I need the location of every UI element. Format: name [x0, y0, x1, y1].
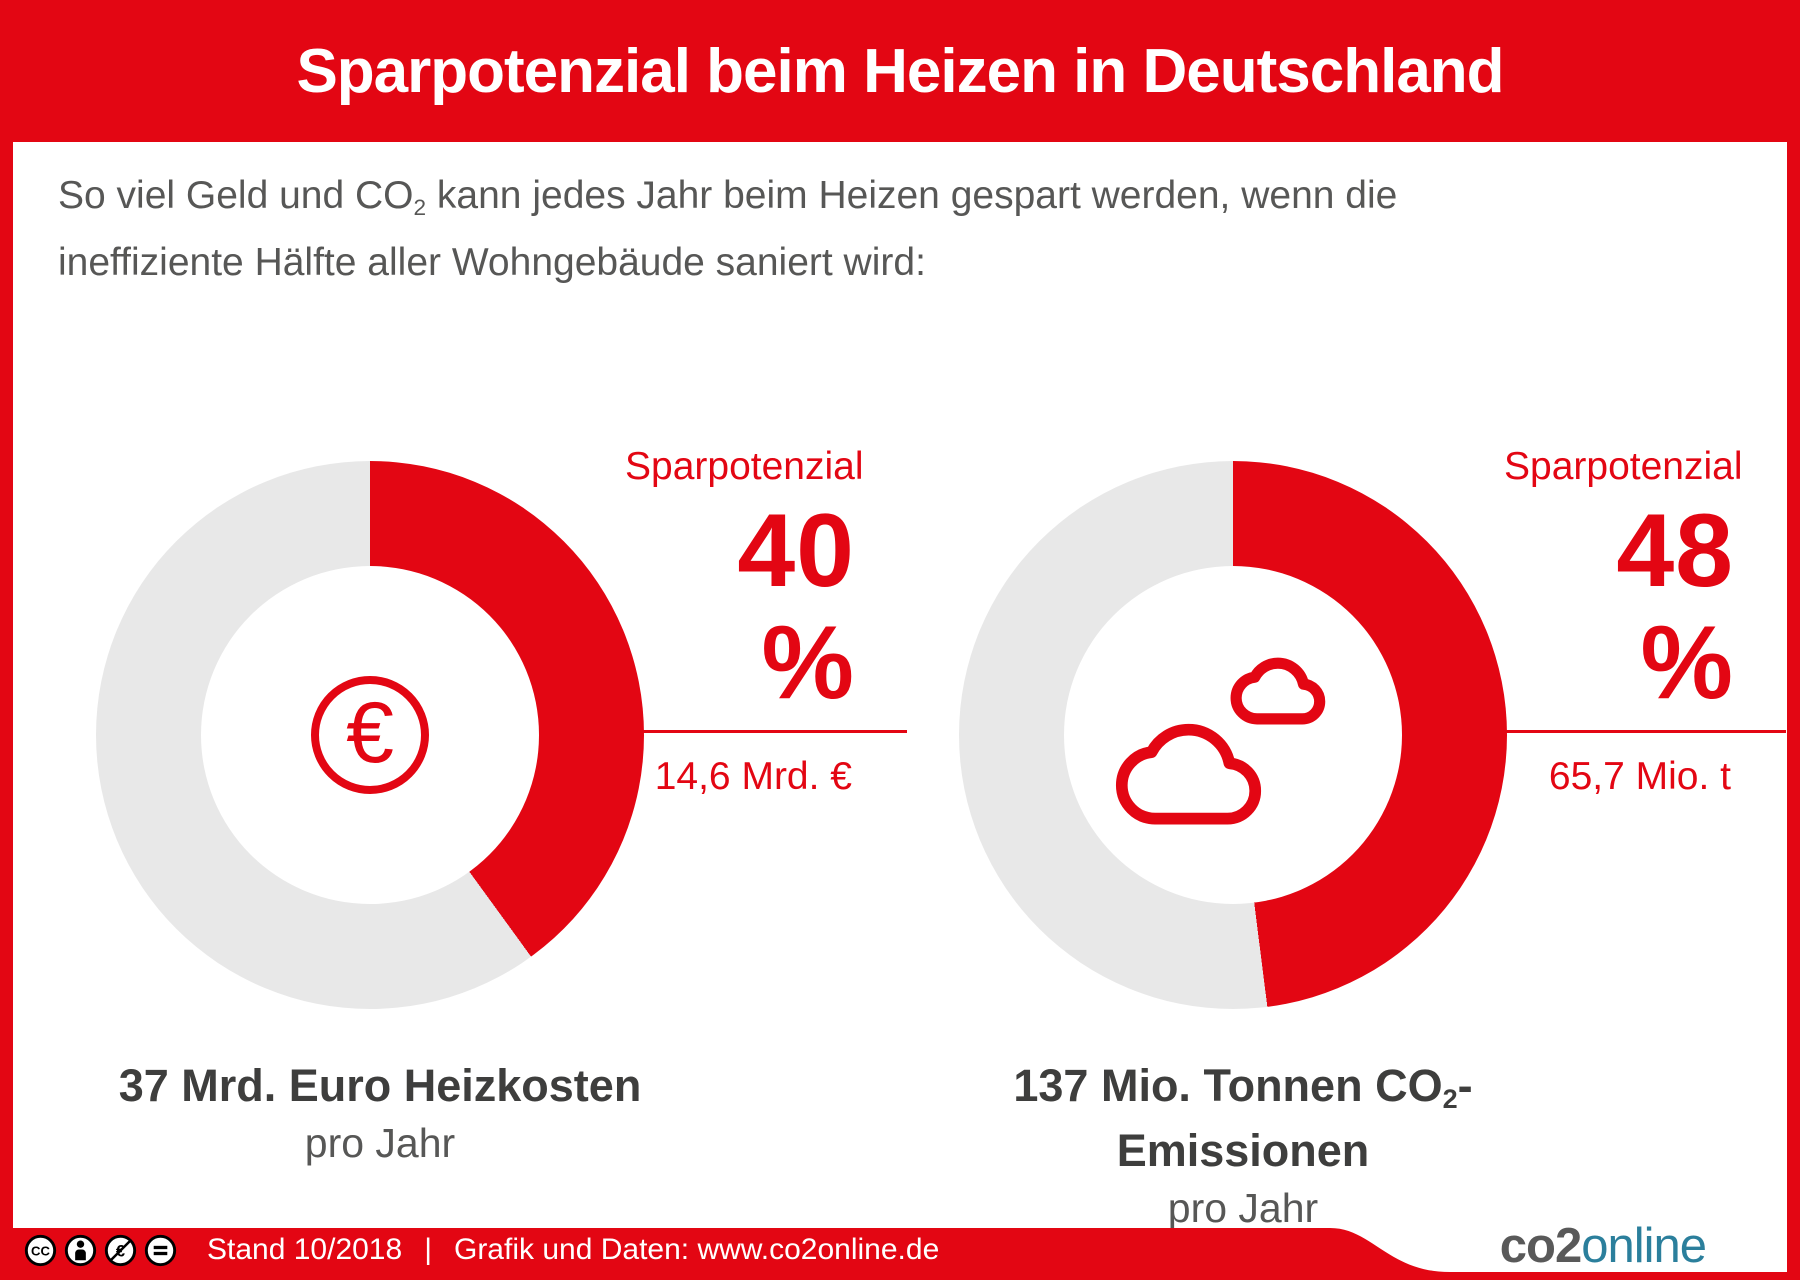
co2-subscript: 2 [1442, 1083, 1458, 1114]
caption-sub: pro Jahr [304, 1120, 456, 1166]
footer-credit: Grafik und Daten: www.co2online.de [453, 1233, 940, 1266]
intro-text: So viel Geld und CO2 kann jedes Jahr bei… [58, 168, 1698, 290]
euro-icon: € [311, 676, 429, 794]
caption-heizkosten: 37 Mrd. Euro Heizkosten pro Jahr [60, 1060, 700, 1167]
annotation-percent: 48 % [1616, 493, 1734, 722]
annotation-divider [625, 729, 907, 733]
clouds-icon [1115, 657, 1326, 824]
footer-stand: Stand 10/2018 [207, 1233, 403, 1266]
annotation-percent: 40 % [737, 493, 855, 722]
co2online-logo: co2online [1499, 1219, 1707, 1273]
svg-text:CC: CC [31, 1243, 50, 1258]
donut-chart-co2 [959, 461, 1507, 1009]
logo-part-online: online [1581, 1219, 1707, 1273]
cc-icon: CC [24, 1234, 57, 1266]
donut-hole: € [201, 566, 539, 904]
footer-bar [0, 1228, 1800, 1280]
annotation-co2: Sparpotenzial 48 % 65,7 Mio. t [1504, 445, 1786, 799]
annotation-heizkosten: Sparpotenzial 40 % 14,6 Mrd. € [625, 445, 907, 799]
logo-part-co2: co2 [1499, 1219, 1582, 1273]
intro-line-1: So viel Geld und CO2 kann jedes Jahr bei… [58, 174, 1398, 220]
license-icons: CC € [24, 1234, 177, 1267]
attribution-icon [64, 1234, 97, 1266]
annotation-divider [1504, 729, 1786, 733]
caption-main: 37 Mrd. Euro Heizkosten [118, 1060, 642, 1111]
intro-line-2: ineffiziente Hälfte aller Wohngebäude sa… [58, 240, 926, 284]
donut-hole [1064, 566, 1402, 904]
content-area: So viel Geld und CO2 kann jedes Jahr bei… [13, 142, 1787, 1272]
caption-co2: 137 Mio. Tonnen CO2-Emissionen pro Jahr [923, 1060, 1563, 1232]
header-bar: Sparpotenzial beim Heizen in Deutschland [0, 0, 1800, 142]
nc-eu-icon: € [104, 1234, 137, 1266]
annotation-label: Sparpotenzial [625, 445, 864, 488]
caption-sub: pro Jahr [1167, 1184, 1319, 1231]
page-title: Sparpotenzial beim Heizen in Deutschland [296, 36, 1504, 106]
nd-icon [144, 1234, 177, 1266]
footer-separator: | [424, 1233, 432, 1266]
caption-main: 137 Mio. Tonnen CO2-Emissionen [1013, 1060, 1473, 1176]
annotation-amount: 14,6 Mrd. € [654, 754, 852, 798]
donut-chart-heizkosten: € [96, 461, 644, 1009]
footer-content: CC € Stand 10/2018 | Grafik und Daten: w… [0, 1228, 1400, 1272]
co2-subscript: 2 [413, 194, 427, 220]
footer-text: Stand 10/2018 | Grafik und Daten: www.co… [207, 1233, 939, 1267]
annotation-label: Sparpotenzial [1504, 445, 1743, 488]
annotation-amount: 65,7 Mio. t [1548, 754, 1731, 798]
